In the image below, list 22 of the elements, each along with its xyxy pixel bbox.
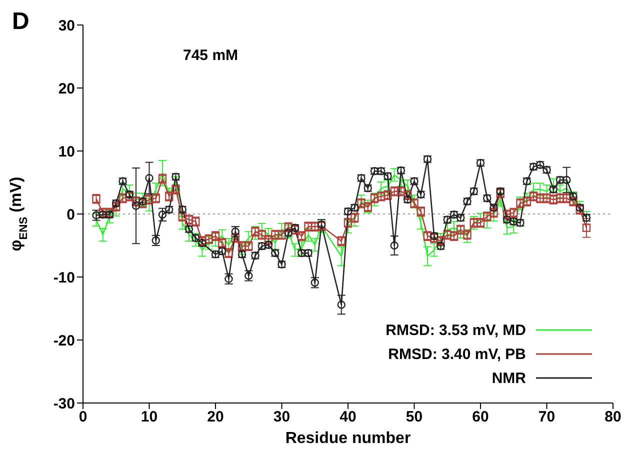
y-tick-label: 30 [58, 17, 75, 34]
x-tick-label: 80 [604, 408, 622, 426]
x-tick-label: 70 [538, 408, 556, 426]
legend-label: RMSD: 3.53 mV, MD [386, 322, 526, 338]
y-tick-label: -30 [53, 395, 75, 412]
legend-label: RMSD: 3.40 mV, PB [388, 346, 526, 362]
legend-label: NMR [492, 370, 526, 386]
x-tick-label: 10 [140, 408, 158, 426]
y-tick-label: -10 [53, 269, 75, 286]
x-axis-title: Residue number [285, 430, 411, 447]
x-tick-label: 20 [207, 408, 224, 426]
y-tick-label: 0 [66, 206, 75, 224]
y-tick-label: 20 [58, 80, 75, 98]
x-tick-label: 0 [78, 408, 88, 426]
y-tick-label: 10 [58, 143, 75, 160]
chart-title: D [12, 8, 30, 36]
x-tick-label: 40 [340, 408, 356, 426]
annotation: 745 mM [183, 47, 238, 64]
x-tick-label: 50 [406, 408, 423, 426]
x-tick-label: 30 [273, 408, 290, 426]
x-tick-label: 60 [472, 408, 489, 426]
y-tick-label: -20 [53, 332, 75, 350]
